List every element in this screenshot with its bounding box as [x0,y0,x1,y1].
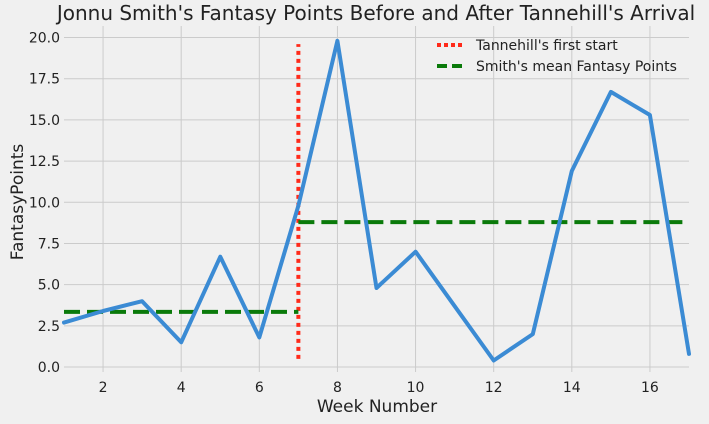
x-tick-label: 6 [255,380,264,396]
x-tick-label: 4 [177,380,186,396]
grid [64,26,689,372]
x-axis-label: Week Number [317,397,437,417]
y-tick-label: 2.5 [38,319,60,335]
y-tick-labels: 0.0 2.5 5.0 7.5 10.0 12.5 15.0 17.5 20.0 [29,31,60,377]
x-tick-label: 12 [485,380,503,396]
y-tick-label: 15.0 [29,113,60,129]
legend-label-tannehill-first-start: Tannehill's first start [475,38,618,54]
y-tick-label: 20.0 [29,31,60,47]
chart-title: Jonnu Smith's Fantasy Points Before and … [55,1,695,25]
y-tick-label: 10.0 [29,195,60,211]
legend: Tannehill's first start Smith's mean Fan… [437,38,677,75]
x-tick-label: 10 [407,380,425,396]
x-tick-label: 14 [563,380,581,396]
y-axis-label: FantasyPoints [8,144,28,261]
legend-label-smith-mean: Smith's mean Fantasy Points [476,59,677,75]
reference-lines [64,44,689,359]
y-tick-label: 5.0 [38,278,60,294]
y-tick-label: 12.5 [29,154,60,170]
x-tick-label: 2 [99,380,108,396]
series-layer [62,38,691,363]
x-tick-label: 8 [333,380,342,396]
x-tick-label: 16 [641,380,659,396]
y-tick-label: 17.5 [29,72,60,88]
y-tick-label: 7.5 [38,236,60,252]
y-tick-label: 0.0 [38,360,60,376]
x-tick-labels: 2 4 6 8 10 12 14 16 [99,380,659,396]
